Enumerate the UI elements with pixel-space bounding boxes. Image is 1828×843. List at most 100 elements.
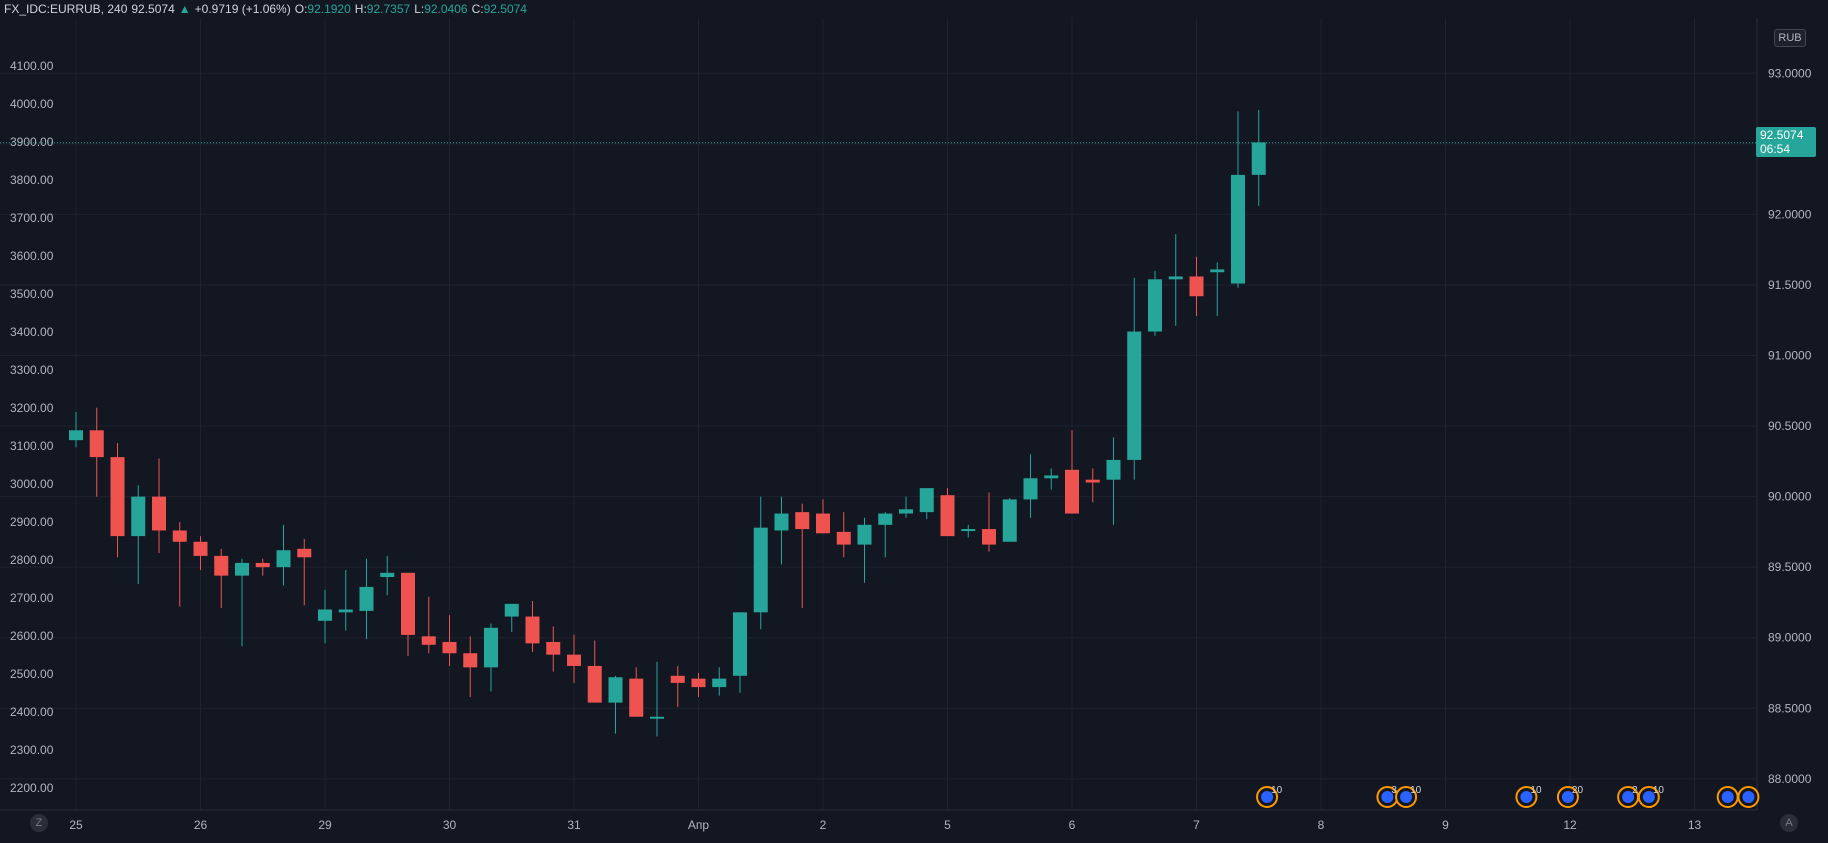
candle-body [1085,479,1100,483]
candle [982,492,996,552]
candle-body [567,654,581,666]
candle-body [608,677,623,703]
candle-body [650,716,664,719]
candle [359,558,374,640]
candle [131,485,146,585]
candle [857,517,872,583]
candle-body [421,636,436,645]
left-axis-tick-label: 4000.00 [10,97,54,111]
right-axis-tick-label: 88.5000 [1768,701,1812,715]
right-axis-tick-label: 91.5000 [1768,278,1812,292]
event-flag-icon [1642,791,1655,803]
candle-body [110,457,125,537]
time-axis-tick-label: 9 [1442,818,1449,832]
left-axis-tick-label: 3400.00 [10,325,54,339]
event-flag-icon [1261,791,1274,803]
event-count: 3 [1391,785,1397,796]
candle-body [1148,279,1162,332]
candle-body [961,529,976,532]
candle [525,601,540,652]
high-label: H: [354,2,367,16]
candle-body [276,550,291,568]
candle-body [795,512,810,530]
event-markers[interactable]: 10 3 10 10 20 2 10 [1256,785,1760,808]
change-arrow-icon: ▲ [178,2,191,16]
event-flag-icon [1622,791,1635,803]
symbol-name[interactable]: FX_IDC:EURRUB, 240 [4,2,128,16]
right-axis-tick-label: 92.0000 [1768,207,1812,221]
candle [380,555,395,596]
candle [961,524,976,538]
low-value: 92.0406 [424,2,468,16]
low-label: L: [414,2,425,16]
candle [1168,234,1183,326]
currency-badge[interactable]: RUB [1774,29,1806,47]
candle-body [380,572,395,578]
candle [1189,256,1204,316]
candle [608,675,623,734]
zoom-corner-button[interactable]: Z [30,814,48,832]
candle-body [152,496,166,531]
event-count: 10 [1653,785,1665,796]
right-axis-tick-label: 93.0000 [1768,66,1812,80]
event-marker[interactable] [1716,786,1739,808]
candle-body [235,562,249,576]
candle-body [442,641,457,654]
candle-body [753,527,768,613]
candle [919,488,934,520]
event-marker[interactable]: 10 [1637,785,1665,808]
left-axis-tick-label: 2800.00 [10,553,54,567]
event-marker[interactable]: 2 [1617,785,1640,808]
high-value: 92.7357 [366,2,411,16]
time-axis-tick-label: 12 [1563,818,1577,832]
auto-scale-button[interactable]: A [1780,814,1798,832]
candle-body [1106,459,1121,480]
right-axis-tick-label: 88.0000 [1768,772,1812,786]
event-marker[interactable]: 20 [1556,785,1584,808]
candle [442,615,457,666]
candle [110,442,125,558]
candle [1106,437,1121,525]
right-axis-tick-label: 90.0000 [1768,490,1812,504]
candle-body [525,616,540,644]
candle [816,499,830,534]
candle [629,667,644,717]
candle [1065,430,1079,514]
time-axis[interactable]: 25 26 29 30 31 Апр 2 5 6 7 8 9 12 13 [69,818,1701,832]
time-axis-tick-label: 13 [1688,818,1702,832]
candle-body [359,586,374,611]
left-axis-tick-label: 3600.00 [10,249,54,263]
right-price-axis[interactable]: 93.000092.500092.000091.500091.000090.50… [1768,66,1812,786]
candle-body [1189,276,1204,297]
candle [1044,468,1059,490]
time-axis-tick-label: 8 [1318,818,1325,832]
candle [463,636,478,697]
candle-body [504,603,519,617]
event-marker[interactable]: 3 [1376,785,1399,808]
event-marker[interactable]: 10 [1256,785,1283,808]
time-axis-tick-label: 6 [1069,818,1076,832]
left-axis-tick-label: 3200.00 [10,401,54,415]
left-axis-tick-label: 2500.00 [10,667,54,681]
change-value: +0.9719 (+1.06%) [194,2,291,16]
event-marker[interactable]: 10 [1515,785,1542,808]
event-flag-icon [1381,791,1394,803]
event-count: 10 [1410,785,1422,796]
candle [1148,270,1162,336]
candle [670,665,685,707]
candle [774,496,789,565]
candle-body [733,612,747,676]
left-axis-tick-label: 3500.00 [10,287,54,301]
candles [69,109,1266,737]
candle-body [712,678,727,688]
candle [587,640,602,703]
candle [878,512,893,558]
right-axis-tick-label: 90.5000 [1768,419,1812,433]
event-marker[interactable] [1737,786,1760,808]
left-price-axis[interactable]: 4100.00 4000.00 3900.00 3800.00 3700.00 3600.… [10,59,54,795]
candle-body [587,665,602,703]
event-marker[interactable]: 10 [1395,785,1422,808]
left-axis-tick-label: 3900.00 [10,135,54,149]
close-label: C: [471,2,484,16]
